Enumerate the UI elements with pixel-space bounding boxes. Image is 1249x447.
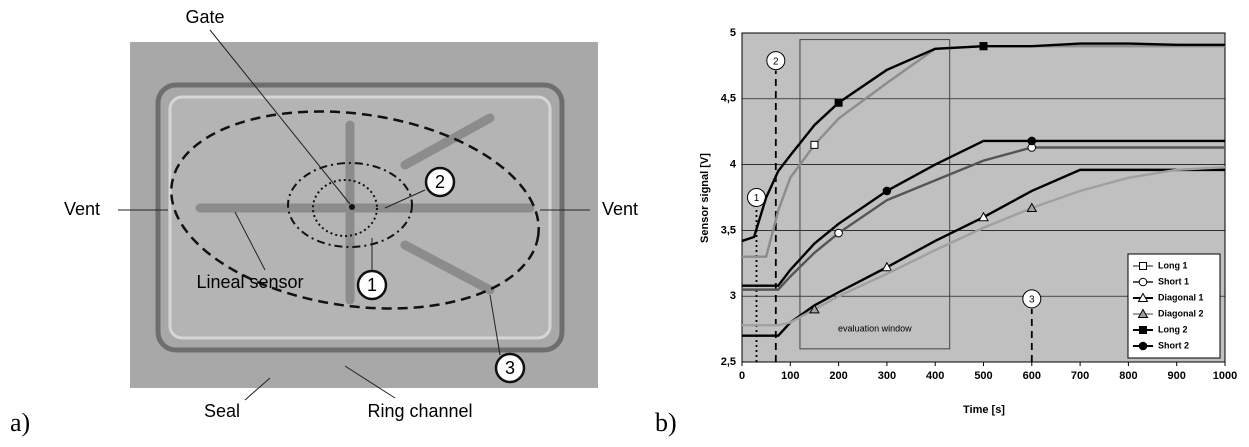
series-line bbox=[742, 44, 1225, 258]
callout: Seal bbox=[204, 401, 240, 421]
number: 3 bbox=[505, 358, 515, 378]
number: 2 bbox=[435, 172, 445, 192]
x-tick-label: 100 bbox=[781, 370, 799, 382]
x-tick-label: 200 bbox=[829, 370, 847, 382]
event-label: 1 bbox=[754, 193, 760, 204]
marker bbox=[1138, 341, 1148, 351]
legend-label: Short 1 bbox=[1158, 276, 1189, 286]
marker bbox=[1137, 308, 1149, 318]
series-line bbox=[742, 166, 1226, 327]
marker bbox=[809, 303, 820, 314]
ellipse-outer bbox=[170, 110, 540, 310]
marker bbox=[978, 211, 989, 222]
ring-channel bbox=[155, 82, 565, 353]
ellipse-mid bbox=[287, 162, 413, 248]
series-line bbox=[742, 146, 1225, 291]
x-tick-label: 0 bbox=[739, 370, 745, 382]
legend-label: Long 1 bbox=[1158, 260, 1188, 270]
callout: Lineal sensor bbox=[196, 272, 303, 292]
marker bbox=[834, 98, 843, 107]
photo: Gate Vent Vent Lineal sensor Seal Ring c… bbox=[10, 7, 677, 437]
legend-label: Long 2 bbox=[1158, 324, 1188, 334]
x-tick-label: 600 bbox=[1023, 370, 1041, 382]
x-tick-label: 800 bbox=[1119, 370, 1137, 382]
panel-label: a) bbox=[10, 408, 30, 437]
legend-label: Short 2 bbox=[1158, 340, 1189, 350]
x-tick-label: 500 bbox=[974, 370, 992, 382]
callout: Ring channel bbox=[367, 401, 472, 421]
callout: Gate bbox=[185, 7, 224, 27]
number-circle bbox=[356, 269, 388, 301]
y-tick-label: 2,5 bbox=[721, 356, 736, 368]
marker bbox=[1026, 202, 1038, 213]
y-tick-label: 4 bbox=[730, 159, 737, 171]
callout: Vent bbox=[602, 199, 638, 219]
sensors bbox=[195, 113, 535, 305]
legend-label: Diagonal 2 bbox=[1158, 308, 1204, 318]
cavity bbox=[168, 95, 552, 340]
event-label: 2 bbox=[773, 56, 779, 67]
x-tick-label: 400 bbox=[926, 370, 944, 382]
ellipse-inner bbox=[312, 179, 378, 237]
number-circle bbox=[494, 352, 526, 384]
event-circle bbox=[1022, 289, 1042, 309]
marker bbox=[881, 261, 893, 272]
y-tick-label: 5 bbox=[730, 27, 736, 39]
event-label: 3 bbox=[1029, 294, 1035, 305]
evaluation-window bbox=[799, 39, 951, 350]
callout: Vent bbox=[64, 199, 100, 219]
x-tick-label: 900 bbox=[1168, 370, 1186, 382]
marker bbox=[1027, 136, 1037, 146]
x-axis-title: Time [s] bbox=[963, 404, 1005, 416]
number-circle bbox=[424, 166, 456, 198]
marker bbox=[979, 42, 988, 51]
y-tick-label: 3 bbox=[730, 290, 736, 302]
x-tick-label: 700 bbox=[1071, 370, 1089, 382]
y-tick-label: 4,5 bbox=[721, 93, 736, 105]
series-line bbox=[741, 42, 1225, 243]
marker bbox=[1139, 326, 1147, 334]
marker bbox=[810, 140, 819, 149]
y-axis-title: Sensor signal [V] bbox=[699, 153, 711, 243]
marker bbox=[1137, 292, 1149, 302]
gate-point bbox=[349, 204, 355, 210]
window-label: evaluation window bbox=[838, 323, 912, 333]
x-tick-label: 300 bbox=[878, 370, 896, 382]
marker bbox=[834, 228, 843, 238]
callout-lines bbox=[118, 29, 590, 401]
legend-box bbox=[1127, 253, 1221, 359]
panel-label: b) bbox=[655, 408, 677, 437]
marker bbox=[1138, 277, 1148, 287]
marker bbox=[882, 186, 892, 196]
event-circle bbox=[766, 51, 786, 71]
legend-label: Diagonal 1 bbox=[1158, 292, 1204, 302]
y-tick-label: 3,5 bbox=[721, 224, 736, 236]
marker bbox=[1139, 262, 1147, 270]
x-tick-label: 1000 bbox=[1213, 370, 1237, 382]
number: 1 bbox=[367, 275, 377, 295]
